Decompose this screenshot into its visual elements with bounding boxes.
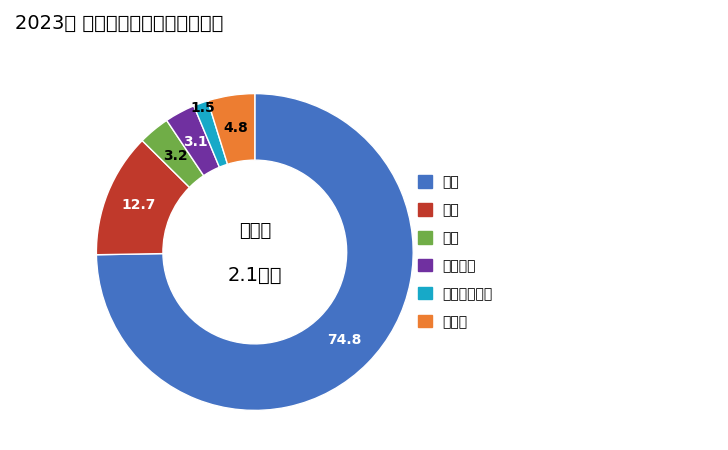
Text: 12.7: 12.7: [122, 198, 156, 212]
Wedge shape: [142, 121, 204, 187]
Text: 3.1: 3.1: [183, 135, 208, 149]
Text: 2.1億円: 2.1億円: [228, 266, 282, 285]
Text: 74.8: 74.8: [327, 333, 361, 346]
Wedge shape: [96, 140, 189, 255]
Text: 3.2: 3.2: [163, 148, 187, 162]
Text: 2023年 輸出相手国のシェア（％）: 2023年 輸出相手国のシェア（％）: [15, 14, 223, 32]
Wedge shape: [167, 106, 219, 176]
Text: 総　額: 総 額: [239, 222, 271, 240]
Legend: 台湾, 中国, 米国, ベトナム, インドネシア, その他: 台湾, 中国, 米国, ベトナム, インドネシア, その他: [412, 170, 499, 334]
Wedge shape: [96, 94, 414, 410]
Text: 1.5: 1.5: [190, 101, 215, 115]
Wedge shape: [207, 94, 255, 164]
Text: 4.8: 4.8: [223, 122, 248, 135]
Wedge shape: [194, 101, 228, 167]
